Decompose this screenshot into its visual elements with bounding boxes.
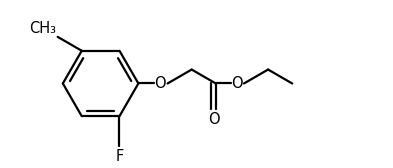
Text: F: F xyxy=(116,149,124,164)
Text: O: O xyxy=(231,76,243,91)
Text: O: O xyxy=(208,113,220,128)
Text: O: O xyxy=(154,76,165,91)
Text: CH₃: CH₃ xyxy=(29,21,56,36)
